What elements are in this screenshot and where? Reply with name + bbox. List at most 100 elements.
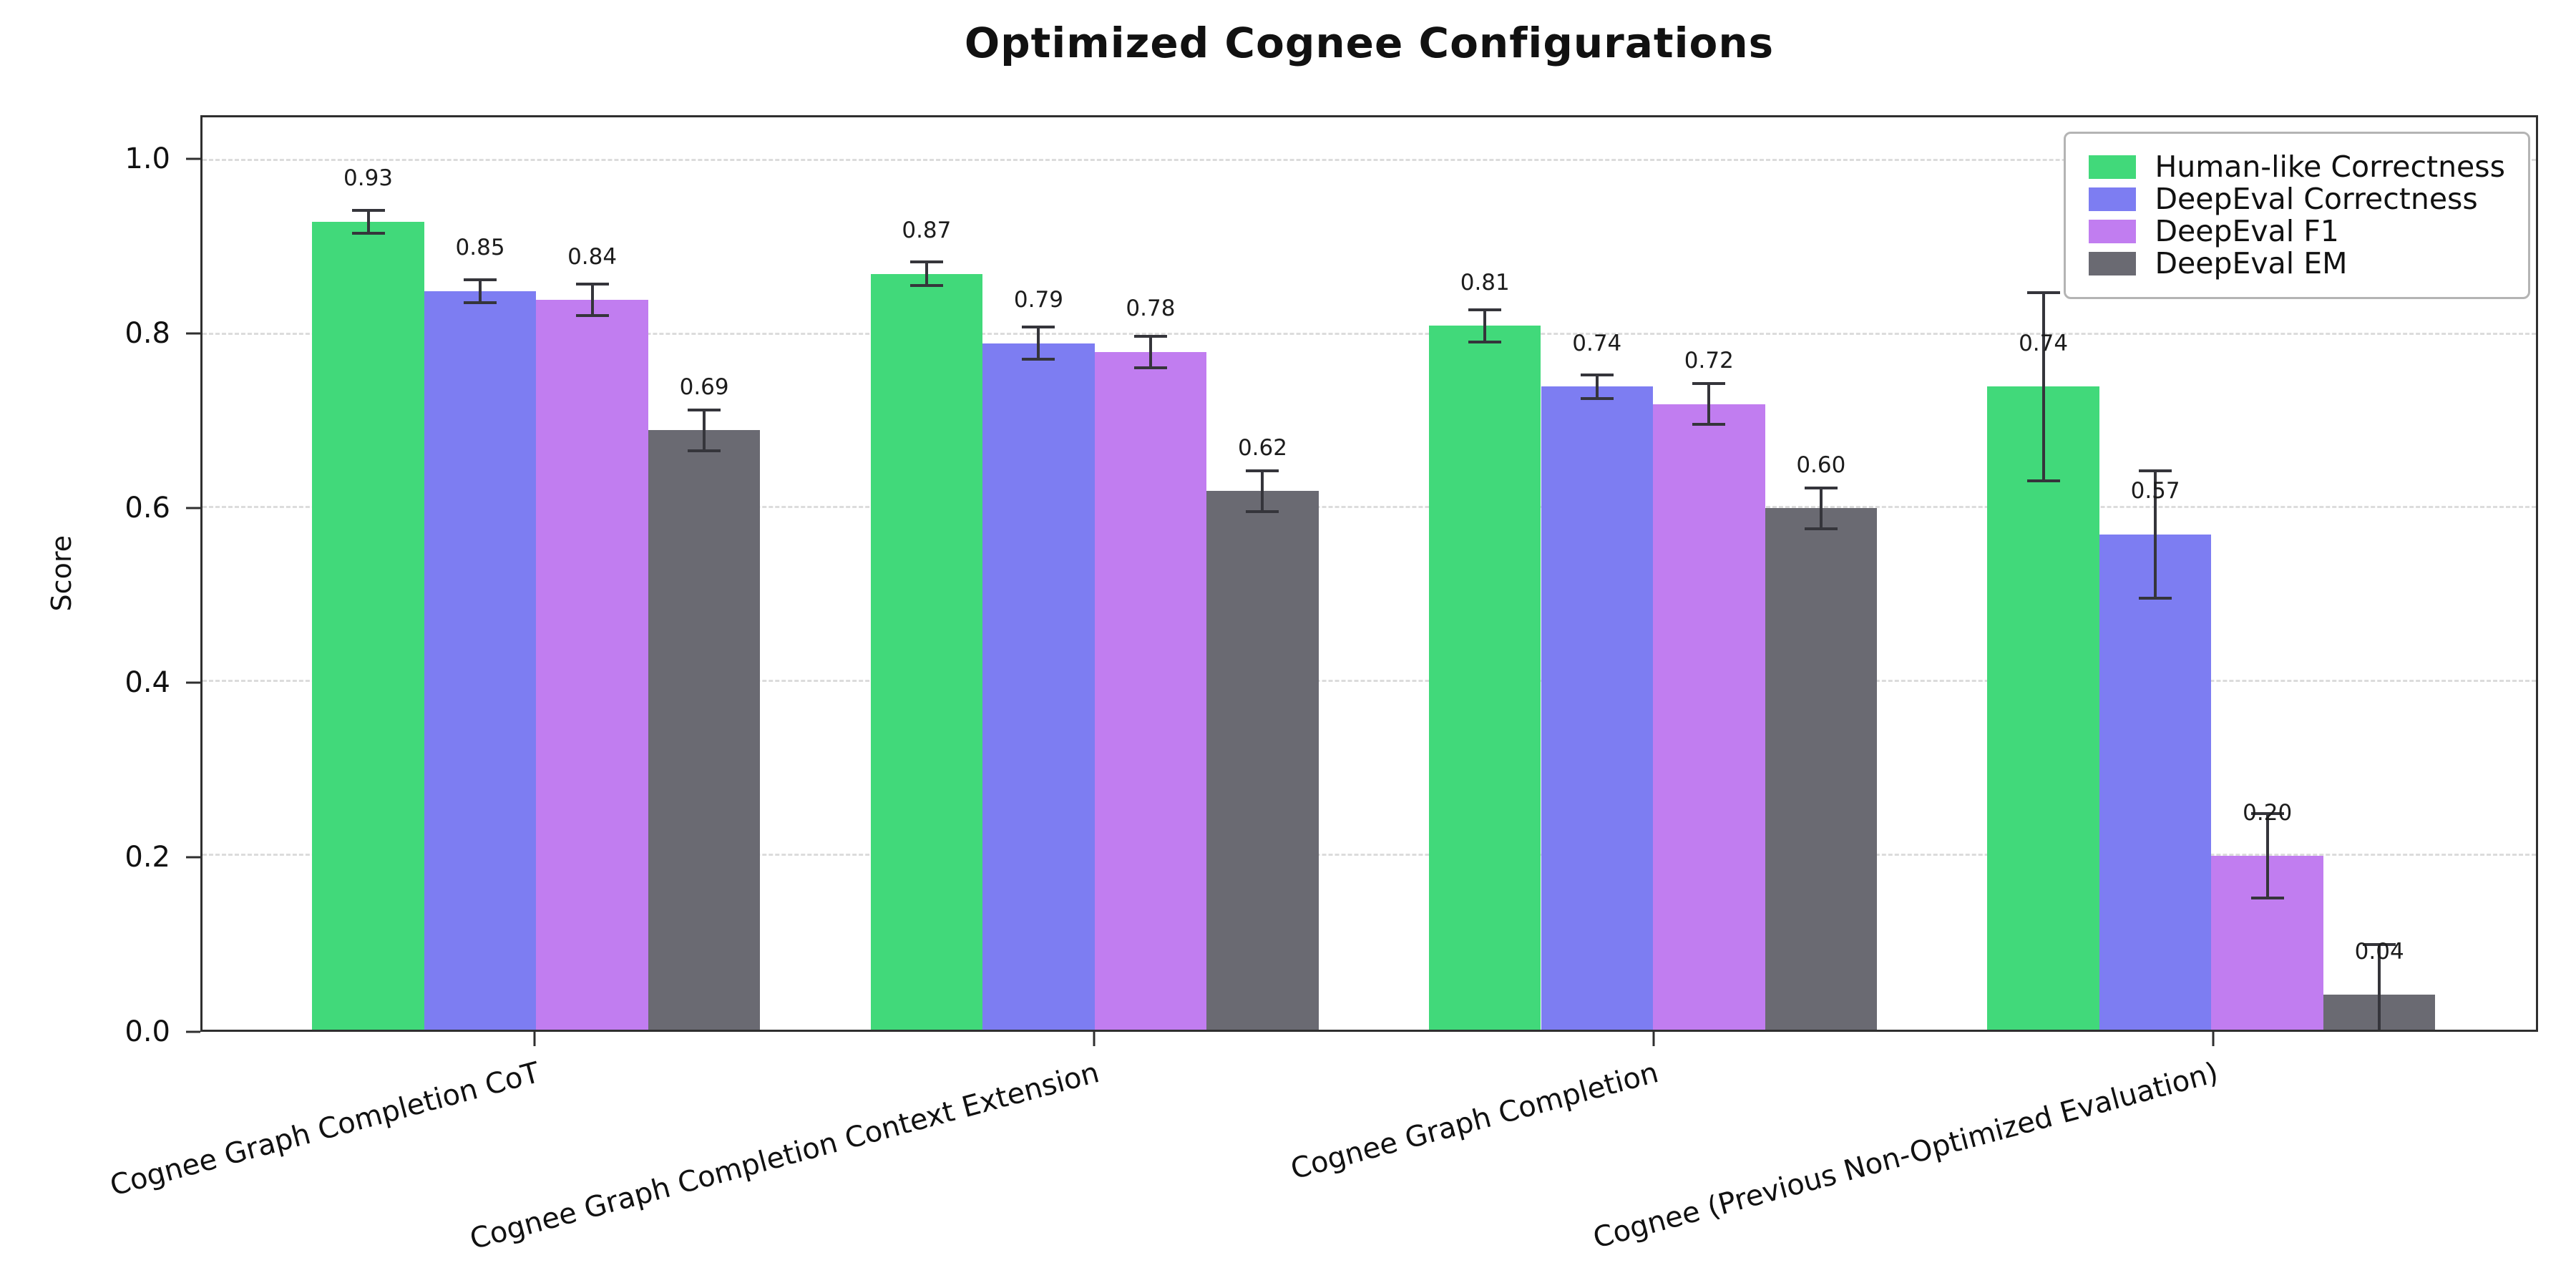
error-bar-cap-bottom — [1246, 509, 1279, 513]
x-tick-label: Cognee Graph Completion Context Extensio… — [466, 1056, 1103, 1257]
error-bar-cap-bottom — [464, 301, 497, 305]
y-tick-mark — [186, 856, 200, 859]
error-bar-line — [2154, 469, 2157, 600]
error-bar-cap-top — [1580, 374, 1614, 377]
gridline — [203, 332, 2536, 335]
x-tick-mark — [1093, 1032, 1096, 1046]
error-bar-cap-bottom — [351, 231, 385, 235]
bar-value-label: 0.62 — [1237, 434, 1287, 461]
error-bar — [909, 260, 943, 287]
error-bar — [2363, 942, 2396, 1030]
bar — [312, 221, 424, 1030]
bar — [870, 273, 983, 1030]
legend-items: Human-like Correctness DeepEval Correctne… — [2089, 150, 2505, 281]
bar — [1094, 351, 1207, 1030]
y-tick-label: 0.4 — [125, 666, 170, 699]
error-bar — [1022, 326, 1055, 361]
error-bar-cap-bottom — [1022, 358, 1055, 361]
x-tick-mark — [1652, 1032, 1655, 1046]
bar-value-label: 0.60 — [1796, 452, 1846, 478]
x-tick-mark — [2212, 1032, 2215, 1046]
error-bar — [1246, 469, 1279, 513]
error-bar — [2250, 812, 2284, 899]
error-bar-cap-bottom — [1580, 396, 1614, 400]
y-tick-label: 0.2 — [125, 841, 170, 874]
bar — [1206, 491, 1319, 1030]
error-bar-cap-top — [2250, 812, 2284, 816]
gridline — [203, 854, 2536, 857]
bar — [1428, 326, 1541, 1030]
error-bar-line — [924, 260, 928, 287]
chart-title: Optimized Cognee Configurations — [964, 19, 1775, 67]
y-tick-mark — [186, 332, 200, 335]
x-tick-mark — [533, 1032, 536, 1046]
error-bar-cap-bottom — [688, 449, 721, 452]
error-bar-cap-top — [2363, 942, 2396, 946]
error-bar — [1804, 487, 1838, 530]
legend-item-label: DeepEval Correctness — [2155, 182, 2478, 217]
error-bar — [1580, 374, 1614, 400]
bar-value-label: 0.84 — [567, 243, 618, 270]
error-bar-cap-top — [1468, 308, 1502, 312]
error-bar-cap-bottom — [575, 314, 609, 318]
legend-swatch — [2089, 155, 2137, 180]
error-bar-line — [1261, 469, 1264, 513]
error-bar-line — [1148, 334, 1152, 370]
y-tick-mark — [186, 507, 200, 509]
legend-item: DeepEval Correctness — [2089, 182, 2505, 217]
error-bar-cap-top — [464, 278, 497, 281]
error-bar-cap-top — [1246, 469, 1279, 472]
error-bar-line — [1595, 374, 1599, 400]
bar — [1765, 508, 1878, 1030]
error-bar — [1133, 334, 1167, 370]
bar-value-label: 0.72 — [1684, 348, 1734, 374]
bar — [2099, 534, 2212, 1030]
legend-item-label: DeepEval F1 — [2155, 214, 2339, 249]
y-tick-mark — [186, 681, 200, 684]
error-bar-cap-bottom — [1804, 527, 1838, 530]
legend-item: DeepEval F1 — [2089, 215, 2505, 248]
error-bar-line — [1483, 308, 1487, 343]
error-bar-cap-top — [575, 282, 609, 286]
bar-value-label: 0.57 — [2130, 478, 2180, 504]
error-bar — [2139, 469, 2172, 600]
error-bar-line — [479, 278, 482, 305]
error-bar-line — [1707, 382, 1711, 426]
error-bar-line — [590, 282, 594, 318]
legend-swatch — [2089, 252, 2137, 276]
bar-value-label: 0.20 — [2243, 799, 2293, 826]
error-bar — [464, 278, 497, 305]
error-bar-line — [703, 408, 706, 452]
error-bar-line — [366, 208, 370, 235]
error-bar-cap-top — [351, 208, 385, 212]
legend-swatch — [2089, 220, 2137, 244]
bar-value-label: 0.87 — [902, 218, 952, 244]
y-tick-label: 0.8 — [125, 317, 170, 350]
error-bar — [1468, 308, 1502, 343]
y-tick-mark — [186, 1030, 200, 1033]
error-bar-cap-bottom — [909, 283, 943, 287]
bar — [1653, 404, 1765, 1030]
bar-value-label: 0.78 — [1126, 296, 1176, 322]
error-bar-line — [2265, 812, 2269, 899]
error-bar-cap-bottom — [2026, 479, 2060, 482]
x-tick-label: Cognee (Previous Non-Optimized Evaluatio… — [1589, 1056, 2222, 1255]
error-bar-cap-top — [909, 260, 943, 264]
error-bar-line — [2378, 942, 2381, 1030]
legend-item: Human-like Correctness — [2089, 150, 2505, 183]
bar-value-label: 0.85 — [455, 235, 505, 261]
y-tick-mark — [186, 157, 200, 160]
gridline — [203, 680, 2536, 683]
error-bar-cap-bottom — [2139, 596, 2172, 600]
legend-swatch — [2089, 187, 2137, 212]
x-tick-label: Cognee Graph Completion — [1287, 1056, 1662, 1186]
legend: Human-like Correctness DeepEval Correctne… — [2064, 132, 2530, 300]
error-bar — [575, 282, 609, 318]
error-bar-cap-bottom — [1133, 366, 1167, 370]
gridline — [203, 506, 2536, 509]
legend-item-label: DeepEval EM — [2155, 246, 2348, 281]
y-tick-label: 0.0 — [125, 1015, 170, 1048]
x-tick-label: Cognee Graph Completion CoT — [107, 1056, 544, 1203]
bar — [1541, 386, 1654, 1030]
error-bar — [688, 408, 721, 452]
